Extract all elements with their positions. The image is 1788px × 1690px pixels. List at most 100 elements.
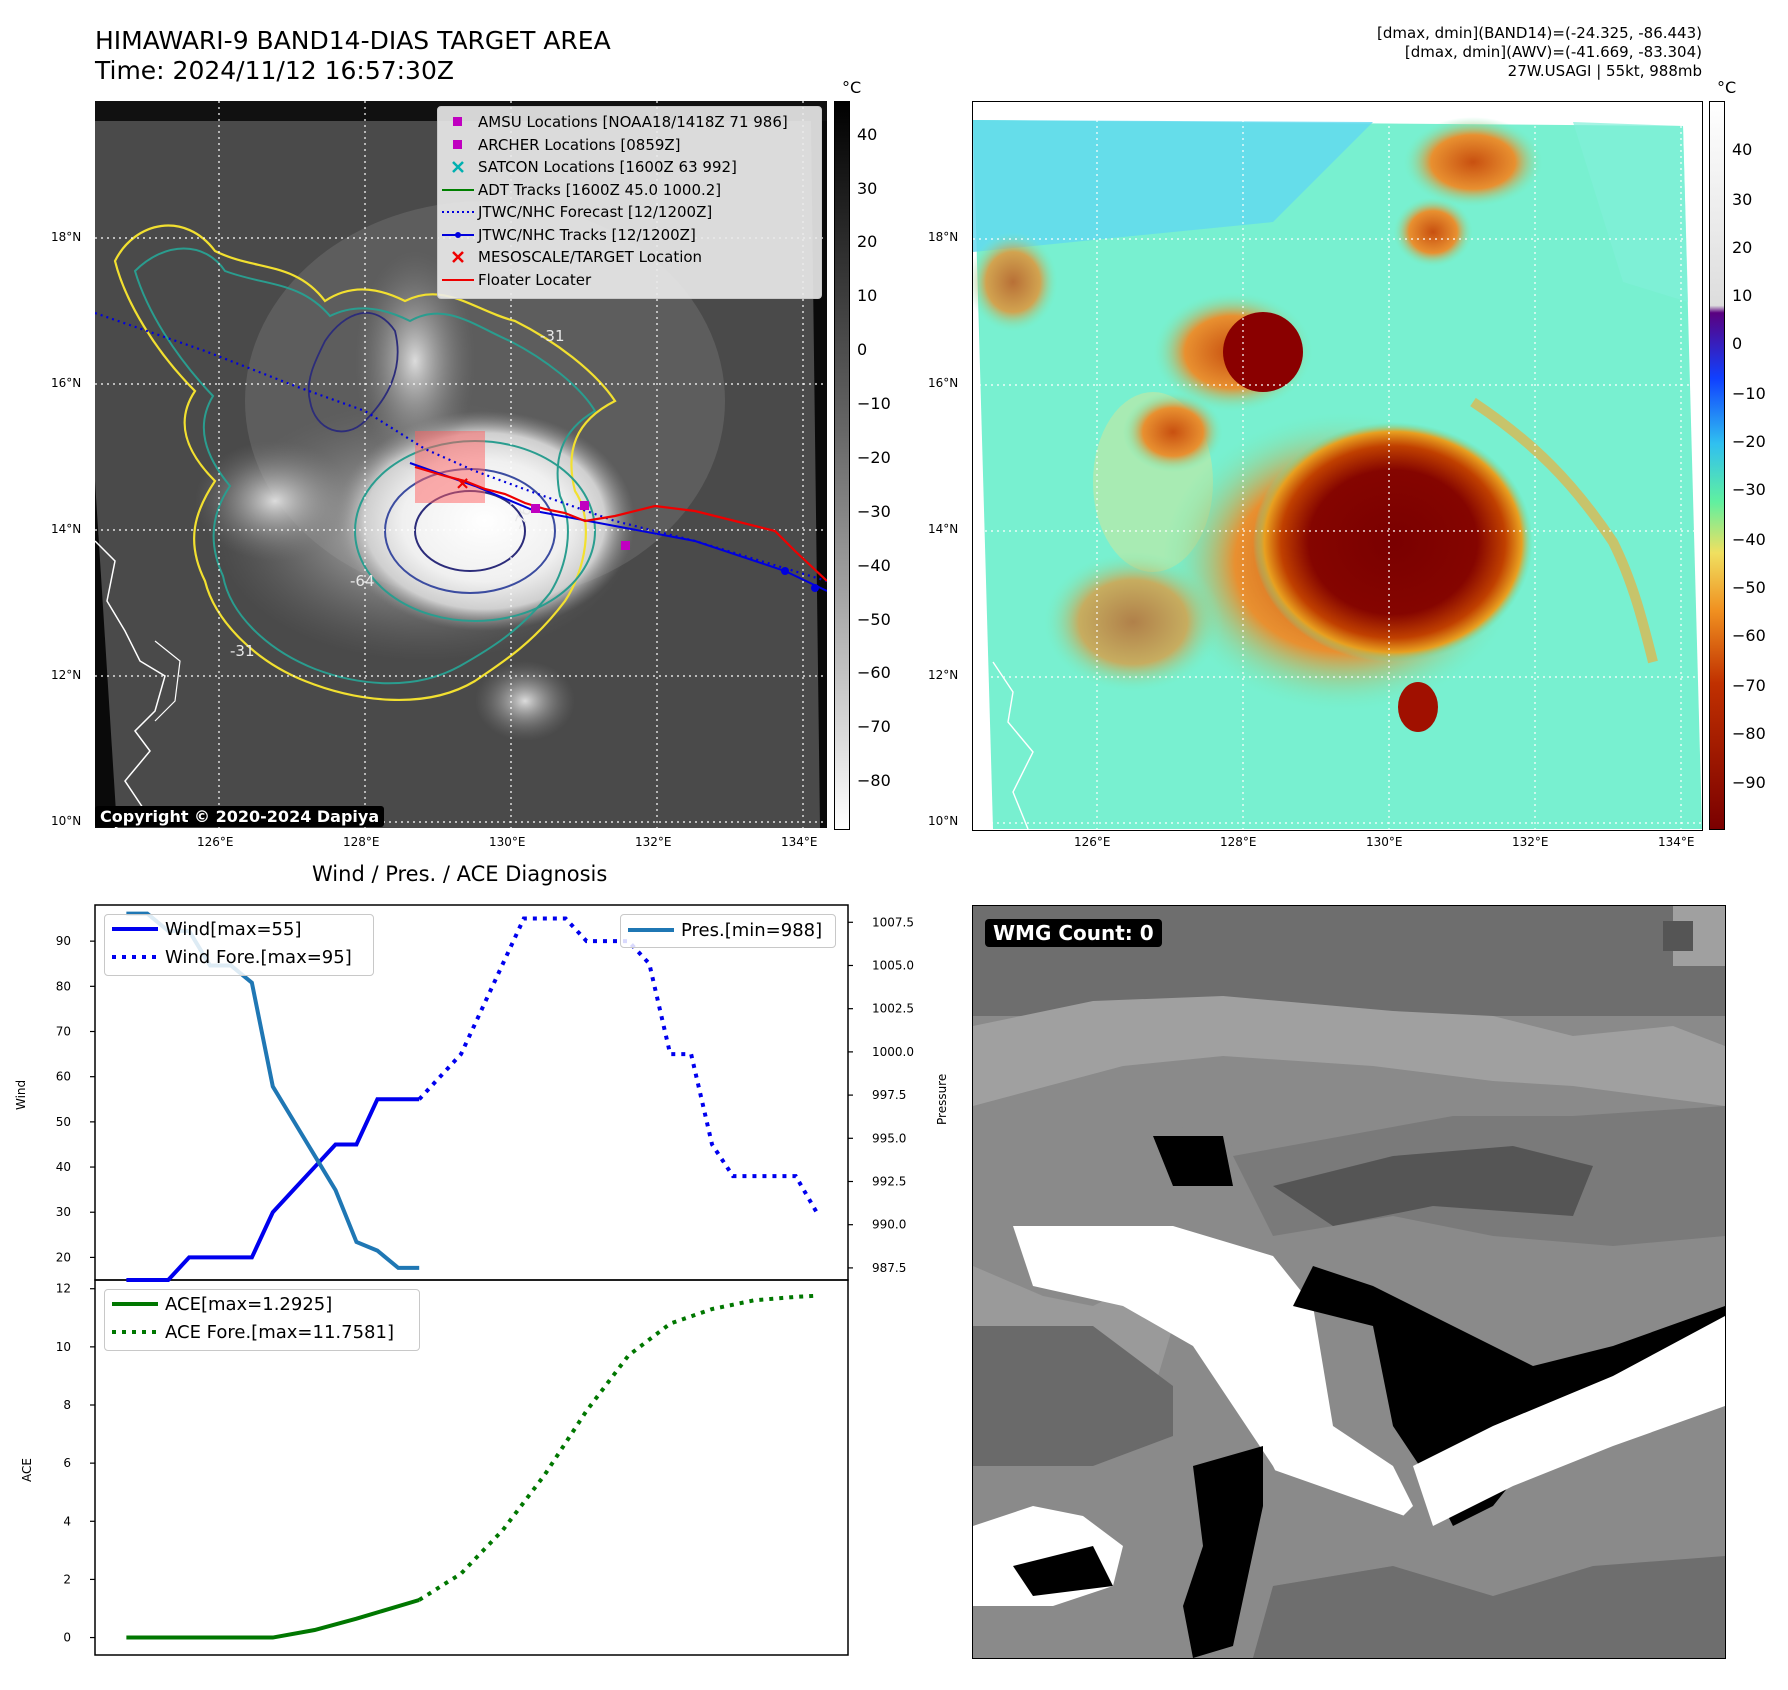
colorbar-color-tick: 0: [1732, 334, 1743, 353]
pressure-ytick-label: 997.5: [872, 1088, 906, 1102]
colorbar-gray-unit: °C: [842, 78, 862, 97]
figure-time: Time: 2024/11/12 16:57:30Z: [95, 56, 454, 85]
legend-entry: ADT Tracks [1600Z 45.0 1000.2]: [438, 179, 821, 202]
colorbar-color-tick: −20: [1732, 432, 1766, 451]
colorbar-gray-tick: −60: [857, 663, 891, 682]
wind-ytick-label: 80: [56, 979, 71, 993]
colorbar-gray-tick: −20: [857, 448, 891, 467]
info-storm-name: 27W.USAGI | 55kt, 988mb: [1507, 62, 1702, 80]
legend-entry: ARCHER Locations [0859Z]: [438, 134, 821, 157]
pressure-legend: Pres.[min=988]: [620, 914, 836, 948]
figure-title: HIMAWARI-9 BAND14-DIAS TARGET AREA: [95, 26, 611, 55]
map2-lon-label: 134°E: [1658, 835, 1695, 849]
wind-ytick-label: 30: [56, 1205, 71, 1219]
colorbar-color-tick: −30: [1732, 480, 1766, 499]
map-legend: AMSU Locations [NOAA18/1418Z 71 986] ARCH…: [437, 106, 822, 299]
colorbar-color-tick: −10: [1732, 384, 1766, 403]
colorbar-gray-tick: 40: [857, 125, 878, 144]
legend-entry: AMSU Locations [NOAA18/1418Z 71 986]: [438, 111, 821, 134]
colorbar-color: [1709, 101, 1725, 830]
diagnosis-title: Wind / Pres. / ACE Diagnosis: [312, 862, 608, 886]
ace-ytick-label: 6: [63, 1456, 71, 1470]
legend-label: ARCHER Locations [0859Z]: [478, 135, 681, 154]
map1-lon-label: 132°E: [635, 835, 672, 849]
wind-ytick-label: 50: [56, 1115, 71, 1129]
colorbar-color-tick: 30: [1732, 190, 1753, 209]
legend-label: MESOSCALE/TARGET Location: [478, 248, 703, 267]
diagnosis-chart: 2030405060708090987.5990.0992.5995.0997.…: [56, 904, 914, 1656]
dotted-marker-icon: [438, 209, 478, 215]
legend-entry: Floater Locater: [438, 269, 821, 292]
wind-ytick-label: 20: [56, 1250, 71, 1264]
colorbar-color-tick: 20: [1732, 238, 1753, 257]
colorbar-gray-tick: −40: [857, 556, 891, 575]
wind-ytick-label: 70: [56, 1025, 71, 1039]
legend-entry: SATCON Locations [1600Z 63 992]: [438, 156, 821, 179]
colorbar-gray-tick: −70: [857, 717, 891, 736]
map2-lon-label: 132°E: [1512, 835, 1549, 849]
line-marker-icon: [438, 277, 478, 283]
colorbar-color-tick: 10: [1732, 286, 1753, 305]
legend-label: Floater Locater: [478, 270, 592, 289]
colorbar-color-tick: −50: [1732, 578, 1766, 597]
colorbar-color-tick: −70: [1732, 676, 1766, 695]
map2-lat-label: 12°N: [928, 668, 959, 682]
legend-wind: Wind[max=55]: [165, 918, 302, 940]
x-marker-icon: [438, 250, 478, 264]
map1-lon-label: 130°E: [489, 835, 526, 849]
legend-label: JTWC/NHC Forecast [12/1200Z]: [478, 203, 713, 222]
svg-text:×: ×: [455, 473, 470, 494]
map1-lat-label: 16°N: [51, 376, 82, 390]
colorbar-gray: [834, 101, 850, 830]
info-band14-range: [dmax, dmin](BAND14)=(-24.325, -86.443): [1377, 24, 1702, 42]
legend-ace: ACE[max=1.2925]: [165, 1293, 333, 1315]
colorbar-gray-tick: −30: [857, 502, 891, 521]
legend-entry: JTWC/NHC Tracks [12/1200Z]: [438, 224, 821, 247]
ace-ytick-label: 2: [63, 1572, 71, 1586]
copyright-badge: Copyright © 2020-2024 Dapiya: [95, 806, 385, 827]
ace-axis-label: ACE: [20, 1458, 34, 1482]
wind-ytick-label: 90: [56, 934, 71, 948]
square-marker-icon: [438, 139, 478, 151]
svg-text:-64: -64: [350, 572, 375, 590]
colorbar-color-unit: °C: [1717, 78, 1737, 97]
map2-lon-label: 126°E: [1074, 835, 1111, 849]
colorbar-gray-tick: −80: [857, 771, 891, 790]
colorbar-gray-tick: −50: [857, 610, 891, 629]
legend-pressure: Pres.[min=988]: [681, 919, 823, 941]
ace-series-line-0: [126, 1598, 420, 1640]
ace-legend: ACE[max=1.2925] ACE Fore.[max=11.7581]: [104, 1289, 420, 1351]
map1-lat-label: 10°N: [51, 814, 82, 828]
wmg-count-badge: WMG Count: 0: [985, 919, 1162, 947]
map1-lat-label: 18°N: [51, 230, 82, 244]
ir-color-map: [972, 101, 1703, 831]
ace-ytick-label: 10: [56, 1340, 71, 1354]
series-line-1: [417, 916, 819, 1214]
map1-lat-label: 12°N: [51, 668, 82, 682]
map1-lon-label: 134°E: [781, 835, 818, 849]
legend-ace-forecast: ACE Fore.[max=11.7581]: [165, 1321, 394, 1343]
pressure-axis-label: Pressure: [935, 1073, 949, 1125]
legend-wind-forecast: Wind Fore.[max=95]: [165, 946, 352, 968]
map1-lat-label: 14°N: [51, 522, 82, 536]
colorbar-color-tick: −90: [1732, 773, 1766, 792]
colorbar-color-tick: −80: [1732, 724, 1766, 743]
svg-text:-31: -31: [540, 327, 565, 345]
pressure-ytick-label: 990.0: [872, 1218, 906, 1232]
colorbar-color-tick: −60: [1732, 626, 1766, 645]
series-line-0: [126, 1097, 420, 1282]
colorbar-gray-tick: 0: [857, 340, 868, 359]
wmg-panel: [972, 905, 1726, 1659]
map1-lon-label: 126°E: [197, 835, 234, 849]
colorbar-gray-tick: 10: [857, 286, 878, 305]
wind-legend: Wind[max=55] Wind Fore.[max=95]: [104, 914, 374, 976]
colorbar-gray-tick: 20: [857, 232, 878, 251]
square-marker-icon: [438, 116, 478, 128]
colorbar-gray-tick: 30: [857, 179, 878, 198]
line-marker-icon: [438, 187, 478, 193]
pressure-ytick-label: 992.5: [872, 1174, 906, 1188]
pressure-ytick-label: 1002.5: [872, 1002, 914, 1016]
map2-lon-label: 130°E: [1366, 835, 1403, 849]
ace-ytick-label: 12: [56, 1282, 71, 1296]
map2-lon-label: 128°E: [1220, 835, 1257, 849]
